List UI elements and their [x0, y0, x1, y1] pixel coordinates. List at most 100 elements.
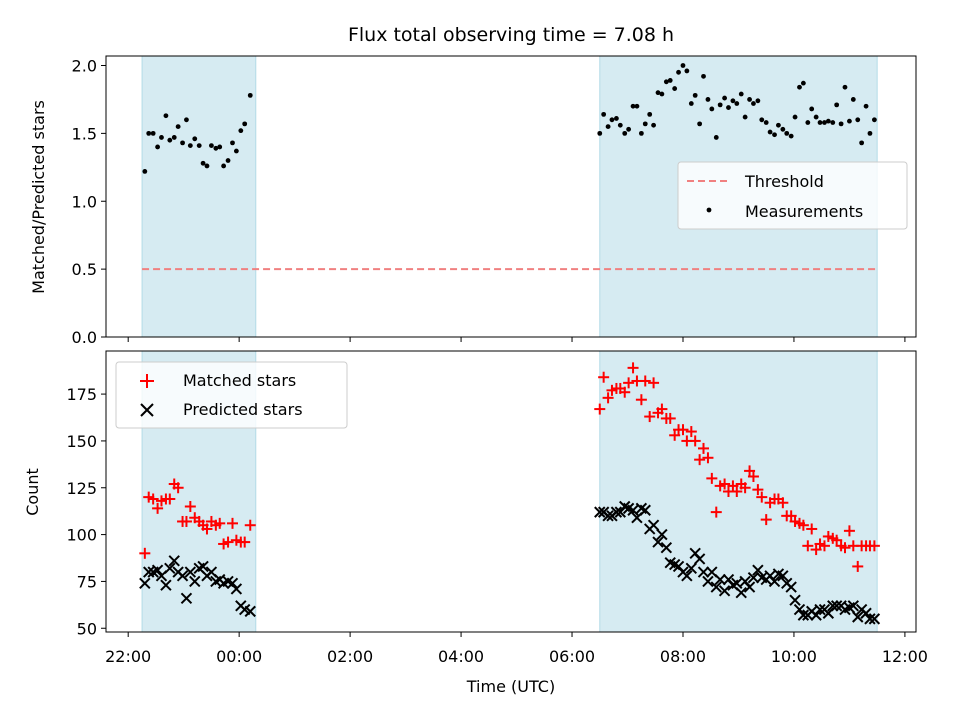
matched-stars-point — [164, 493, 176, 505]
y-tick-label: 1.5 — [72, 124, 97, 143]
measurement-point — [233, 148, 239, 154]
predicted-stars-point — [810, 609, 822, 621]
matched-stars-point — [598, 371, 610, 383]
measurement-point — [163, 113, 169, 119]
measurement-point — [238, 128, 244, 134]
predicted-stars-point — [860, 607, 872, 619]
measurement-point — [767, 129, 773, 135]
measurement-point — [614, 116, 619, 121]
matched-stars-point — [806, 523, 818, 535]
matched-stars-point — [664, 412, 676, 424]
matched-stars-point — [777, 497, 789, 509]
chart-title: Flux total observing time = 7.08 h — [348, 24, 674, 46]
predicted-stars-point — [647, 519, 660, 531]
predicted-stars-point — [602, 510, 614, 522]
matched-stars-point — [627, 362, 639, 374]
measurement-point — [738, 91, 744, 97]
predicted-stars-point — [197, 560, 209, 573]
measurement-point — [142, 168, 148, 174]
matched-stars-point — [222, 536, 234, 548]
matched-stars-point — [818, 540, 830, 552]
measurement-point — [813, 114, 819, 120]
matched-stars-point — [698, 442, 710, 454]
measurement-point — [705, 97, 711, 102]
measurement-point — [692, 92, 698, 98]
measurement-point — [780, 126, 786, 132]
measurement-point — [204, 163, 210, 169]
measurement-point — [800, 80, 806, 86]
x-tick-label: 22:00 — [105, 647, 151, 666]
measurement-point — [146, 130, 152, 136]
measurement-point — [867, 130, 873, 136]
measurement-point — [247, 92, 253, 98]
predicted-stars-point — [693, 553, 706, 565]
matched-stars-point — [214, 517, 226, 529]
matched-stars-point — [619, 386, 631, 398]
matched-stars-point — [644, 411, 656, 423]
bottom-panel: 50 75 100 125 150 175 22:00 00:00 02:00 04:00 06:… — [23, 350, 928, 696]
y-tick-label: 125 — [66, 479, 97, 498]
measurement-point — [742, 114, 748, 120]
predicted-stars-legend-swatch — [140, 403, 154, 417]
matched-stars-point — [152, 502, 164, 514]
y-tick-label: 0.0 — [72, 328, 97, 347]
measurement-point — [659, 91, 665, 97]
measurement-point — [734, 101, 740, 106]
predicted-stars-point — [777, 570, 789, 582]
matched-stars-point — [226, 517, 238, 529]
measurement-point — [647, 111, 653, 117]
measurement-point — [747, 97, 752, 102]
predicted-stars-point — [594, 506, 606, 518]
measurement-point — [730, 98, 736, 104]
measurement-point — [863, 103, 869, 109]
matched-stars-point — [731, 486, 743, 497]
matched-stars-point — [797, 519, 809, 531]
matched-stars-point — [852, 560, 864, 572]
measurement-point — [167, 137, 173, 143]
matched-stars-point — [244, 519, 256, 531]
y-tick-label: 75 — [77, 572, 97, 591]
matched-stars-point — [180, 515, 192, 527]
measurement-point — [175, 124, 181, 129]
measurement-point — [855, 117, 861, 123]
predicted-stars-point — [660, 541, 673, 554]
y-tick-label: 2.0 — [72, 57, 97, 76]
measurement-point — [755, 98, 761, 104]
measurement-point — [859, 140, 865, 146]
top-plot-frame — [105, 55, 917, 338]
y-tick-label: 100 — [66, 526, 97, 545]
measurement-point — [213, 145, 219, 151]
predicted-stars-points — [139, 500, 881, 625]
measurement-point — [772, 132, 777, 138]
measurement-point — [184, 117, 189, 123]
y-tick-label: 50 — [77, 619, 97, 638]
measurement-point — [651, 122, 656, 128]
predicted-stars-point — [702, 575, 714, 588]
matched-stars-point — [710, 506, 722, 518]
measurement-point — [697, 121, 703, 127]
predicted-stars-point — [244, 605, 256, 618]
matched-stars-point — [727, 480, 739, 492]
measurement-point — [838, 121, 844, 127]
predicted-stars-point — [714, 573, 726, 586]
measurement-point — [187, 143, 193, 148]
matched-stars-point — [702, 452, 714, 464]
measurement-point — [726, 105, 731, 110]
measurement-point — [642, 121, 648, 127]
matched-stars-point — [685, 426, 697, 438]
measurement-point — [680, 63, 686, 68]
measurement-point — [667, 78, 673, 83]
measurement-point — [200, 160, 206, 166]
predicted-stars-point — [830, 600, 843, 612]
measurement-point — [221, 163, 227, 169]
measurement-point — [751, 101, 756, 106]
predicted-stars-point — [735, 586, 747, 599]
bottom-y-ticks: 50 75 100 125 150 175 — [66, 385, 106, 638]
predicted-stars-point — [789, 594, 801, 606]
measurement-point — [196, 143, 202, 148]
matched-stars-point — [744, 465, 756, 477]
measurement-point — [655, 90, 661, 96]
matched-stars-point — [147, 493, 159, 505]
measurement-point — [626, 126, 632, 132]
